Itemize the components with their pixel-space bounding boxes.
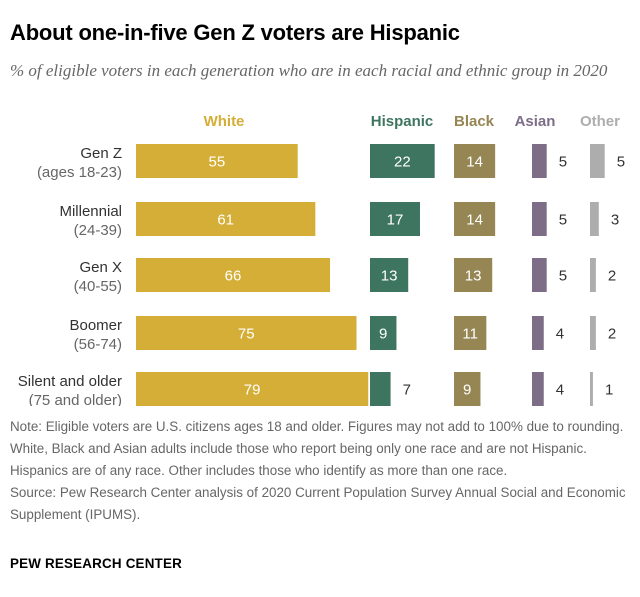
notes: Note: Eligible voters are U.S. citizens …	[10, 416, 634, 526]
category-sublabel: (ages 18-23)	[37, 164, 122, 181]
bar-asian	[532, 316, 544, 350]
bar-white	[136, 202, 316, 236]
bar-white	[136, 258, 331, 292]
value-label: 5	[559, 268, 567, 285]
value-label: 5	[559, 212, 567, 229]
value-label: 9	[379, 326, 387, 343]
category-label: Boomer	[69, 317, 122, 334]
value-label: 1	[605, 382, 613, 399]
category-label: Silent and older	[18, 373, 122, 390]
value-label: 61	[217, 212, 234, 229]
value-label: 75	[238, 326, 255, 343]
source-text: Source: Pew Research Center analysis of …	[10, 485, 626, 522]
bar-asian	[532, 258, 547, 292]
bar-hispanic	[370, 258, 409, 292]
value-label: 55	[209, 154, 226, 171]
category-sublabel: (24-39)	[74, 222, 122, 239]
value-label: 79	[244, 382, 261, 399]
bar-white	[136, 316, 357, 350]
value-label: 4	[556, 326, 564, 343]
note-text: Note: Eligible voters are U.S. citizens …	[10, 419, 624, 478]
bar-other	[590, 372, 593, 406]
bar-chart: White Hispanic Black Asian Other Gen Z (ages 1…	[18, 113, 625, 406]
bar-other	[590, 144, 605, 178]
bar-asian	[532, 202, 547, 236]
category-label: Millennial	[59, 203, 122, 220]
value-label: 13	[465, 268, 482, 285]
value-label: 2	[608, 326, 616, 343]
legend-asian: Asian	[515, 113, 556, 130]
bar-black	[454, 144, 496, 178]
category-sublabel: (75 and older)	[29, 392, 122, 406]
value-label: 3	[611, 212, 619, 229]
value-label: 14	[466, 212, 483, 229]
value-label: 7	[403, 382, 411, 399]
bar-asian	[532, 144, 547, 178]
category-sublabel: (40-55)	[74, 278, 122, 295]
bar-hispanic	[370, 316, 397, 350]
bar-black	[454, 202, 496, 236]
value-label: 5	[559, 154, 567, 171]
bar-asian	[532, 372, 544, 406]
bar-black	[454, 258, 493, 292]
category-sublabel: (56-74)	[74, 336, 122, 353]
value-label: 11	[462, 326, 478, 343]
bar-black	[454, 372, 481, 406]
value-label: 22	[394, 154, 411, 171]
value-label: 9	[463, 382, 471, 399]
credit-label: PEW RESEARCH CENTER	[10, 556, 182, 571]
value-label: 13	[381, 268, 398, 285]
bar-hispanic	[370, 144, 435, 178]
value-label: 2	[608, 268, 616, 285]
chart-title: About one-in-five Gen Z voters are Hispa…	[10, 20, 460, 45]
legend-other: Other	[580, 113, 620, 130]
bar-hispanic	[370, 372, 391, 406]
bar-hispanic	[370, 202, 420, 236]
category-label: Gen X	[79, 259, 122, 276]
legend-hispanic: Hispanic	[371, 113, 434, 130]
chart-subtitle: % of eligible voters in each generation …	[10, 61, 608, 80]
value-label: 66	[225, 268, 242, 285]
legend-black: Black	[454, 113, 495, 130]
bar-white	[136, 372, 369, 406]
value-label: 17	[387, 212, 404, 229]
bar-other	[590, 258, 596, 292]
bar-black	[454, 316, 487, 350]
bar-other	[590, 202, 599, 236]
value-label: 14	[466, 154, 483, 171]
bar-white	[136, 144, 298, 178]
category-label: Gen Z	[80, 145, 122, 162]
value-label: 4	[556, 382, 564, 399]
value-label: 5	[617, 154, 625, 171]
bar-other	[590, 316, 596, 350]
legend-white: White	[204, 113, 245, 130]
